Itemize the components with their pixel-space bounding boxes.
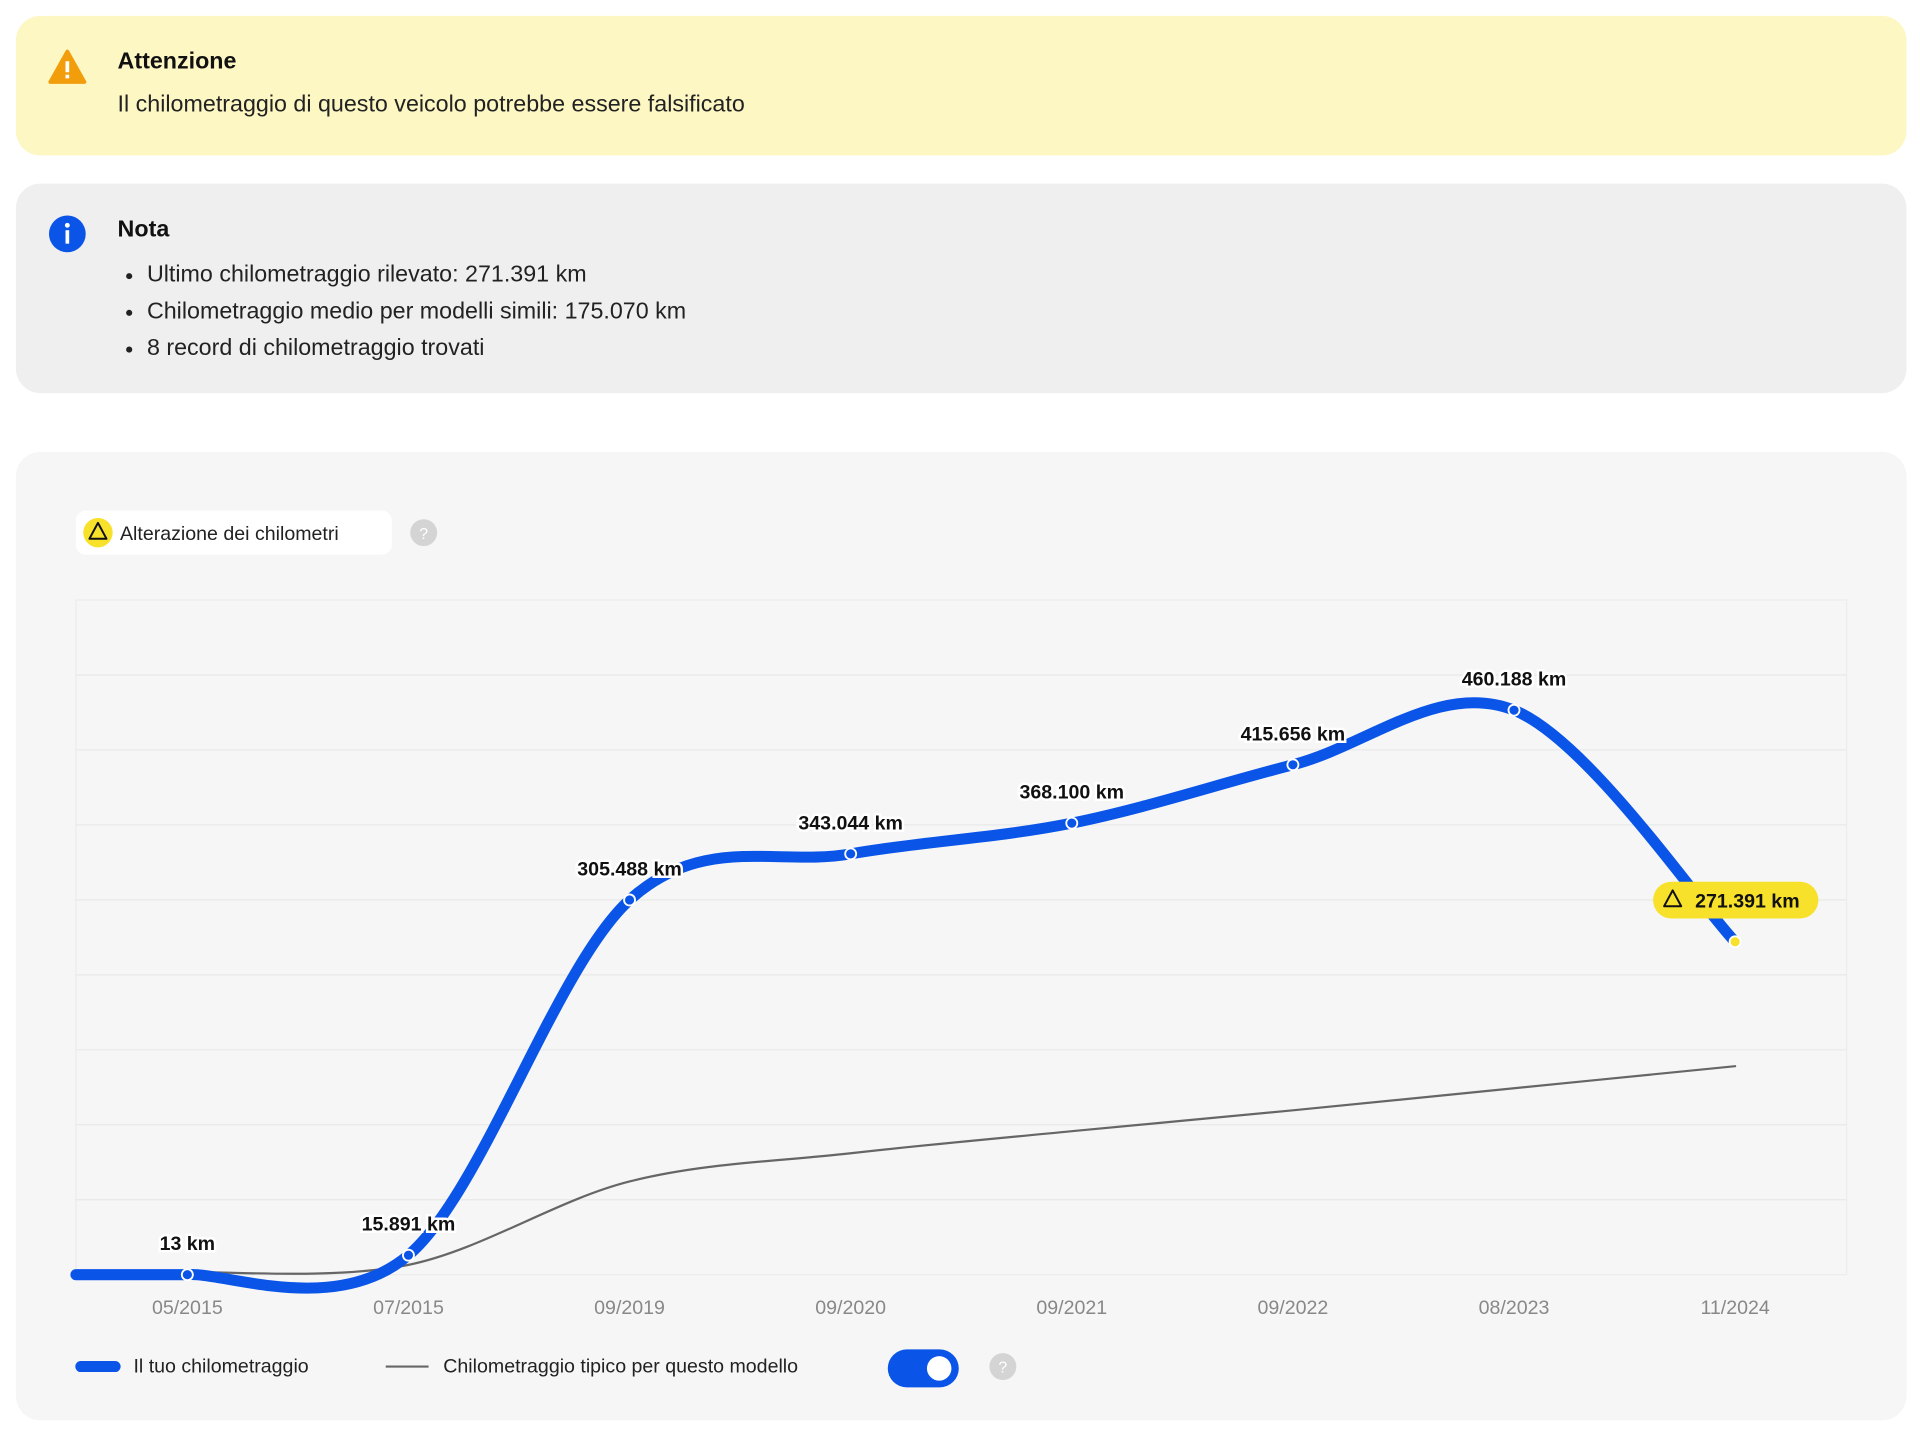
data-label: 13 km bbox=[160, 1233, 216, 1255]
data-label: 460.188 km bbox=[1462, 669, 1567, 691]
badge-icon bbox=[88, 521, 108, 540]
x-tick-label: 09/2022 bbox=[1258, 1297, 1329, 1319]
legend-label: Il tuo chilometraggio bbox=[133, 1356, 308, 1378]
data-label: 343.044 km bbox=[798, 812, 903, 834]
data-point bbox=[1728, 935, 1742, 949]
help-icon[interactable]: ? bbox=[410, 519, 438, 547]
data-label: 415.656 km bbox=[1241, 723, 1346, 745]
x-tick-label: 07/2015 bbox=[373, 1297, 444, 1319]
alert-label-bg bbox=[1653, 881, 1819, 919]
legend-label: Chilometraggio tipico per questo modello bbox=[443, 1356, 798, 1378]
info-icon bbox=[48, 215, 86, 253]
badge-icon bbox=[83, 517, 113, 548]
svg-text:?: ? bbox=[419, 526, 428, 543]
data-point bbox=[1507, 703, 1521, 717]
data-point bbox=[844, 847, 858, 861]
badge bbox=[75, 510, 392, 555]
note-item: 8 record di chilometraggio trovati bbox=[147, 331, 686, 368]
badge-text: Alterazione dei chilometri bbox=[120, 523, 339, 545]
warning-title: Attenzione bbox=[117, 48, 237, 75]
note-item: Ultimo chilometraggio rilevato: 271.391 … bbox=[147, 257, 686, 294]
alert-icon bbox=[1663, 889, 1683, 908]
data-label: 305.488 km bbox=[577, 858, 682, 880]
data-point bbox=[1286, 758, 1300, 772]
data-point bbox=[623, 893, 636, 907]
data-label: 271.391 km bbox=[1695, 890, 1800, 912]
x-tick-label: 09/2019 bbox=[594, 1297, 665, 1319]
note-box: Nota Ultimo chilometraggio rilevato: 271… bbox=[15, 183, 1907, 394]
note-item: Chilometraggio medio per modelli simili:… bbox=[147, 294, 686, 331]
note-list: Ultimo chilometraggio rilevato: 271.391 … bbox=[118, 257, 687, 367]
data-label: 368.100 km bbox=[1020, 782, 1125, 804]
x-tick-label: 09/2021 bbox=[1036, 1297, 1107, 1319]
alert-label: 271.391 km bbox=[1653, 881, 1819, 919]
series-line bbox=[74, 1065, 1737, 1275]
x-tick-label: 05/2015 bbox=[152, 1297, 223, 1319]
data-point bbox=[402, 1248, 415, 1262]
warning-icon bbox=[48, 49, 87, 84]
note-title: Nota bbox=[117, 216, 170, 243]
warning-text: Il chilometraggio di questo veicolo potr… bbox=[117, 91, 745, 118]
plot-area bbox=[75, 599, 1848, 1276]
data-point bbox=[1065, 816, 1079, 830]
x-tick-label: 08/2023 bbox=[1479, 1297, 1550, 1319]
x-tick-label: 09/2020 bbox=[815, 1297, 886, 1319]
svg-text:?: ? bbox=[998, 1360, 1007, 1377]
data-point bbox=[180, 1268, 194, 1282]
help-icon[interactable]: ? bbox=[989, 1353, 1017, 1381]
warning-box: Attenzione Il chilometraggio di questo v… bbox=[15, 15, 1907, 156]
toggle[interactable] bbox=[887, 1349, 959, 1388]
x-tick-label: 11/2024 bbox=[1700, 1297, 1769, 1319]
data-label: 15.891 km bbox=[362, 1214, 456, 1236]
